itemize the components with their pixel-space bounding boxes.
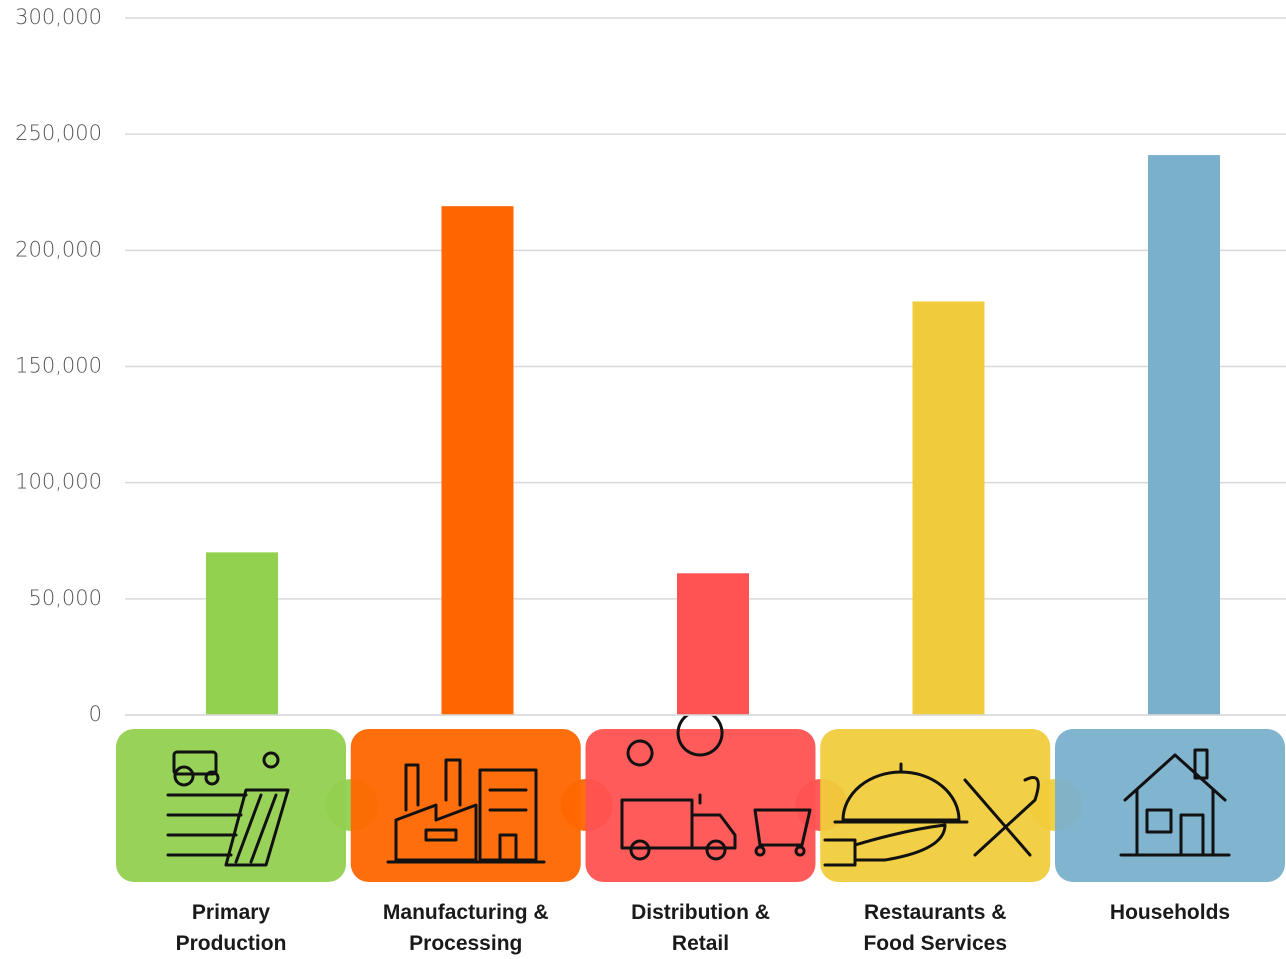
puzzle-piece bbox=[820, 729, 1051, 882]
x-tick-label: Distribution & Retail bbox=[631, 901, 770, 955]
y-tick-label: 250,000 bbox=[15, 121, 102, 145]
puzzle-piece bbox=[585, 729, 816, 882]
puzzle-piece bbox=[116, 729, 346, 882]
farm-icon bbox=[166, 750, 290, 867]
bar bbox=[1148, 155, 1220, 715]
puzzle-piece bbox=[1055, 729, 1285, 882]
bar bbox=[912, 301, 985, 715]
x-tick-label: Households bbox=[1109, 901, 1231, 924]
bar bbox=[441, 206, 514, 715]
factory-icon bbox=[386, 758, 546, 864]
x-tick-label: Manufacturing & Processing bbox=[382, 901, 549, 955]
bar bbox=[677, 573, 749, 715]
puzzle-piece bbox=[350, 729, 581, 882]
house-icon bbox=[1119, 748, 1231, 857]
y-tick-label: 50,000 bbox=[29, 586, 102, 610]
restaurant-icon bbox=[823, 762, 1040, 867]
icons bbox=[166, 709, 1231, 867]
y-tick-label: 150,000 bbox=[15, 354, 102, 378]
puzzle-pieces bbox=[116, 729, 1285, 882]
y-tick-label: 200,000 bbox=[15, 237, 102, 261]
bar bbox=[206, 552, 278, 715]
x-tick-label: Primary Production bbox=[175, 901, 287, 955]
x-tick-label: Restaurants & Food Services bbox=[863, 901, 1008, 955]
y-tick-label: 300,000 bbox=[15, 5, 102, 29]
y-tick-label: 0 bbox=[89, 702, 102, 726]
y-tick-label: 100,000 bbox=[15, 470, 102, 494]
